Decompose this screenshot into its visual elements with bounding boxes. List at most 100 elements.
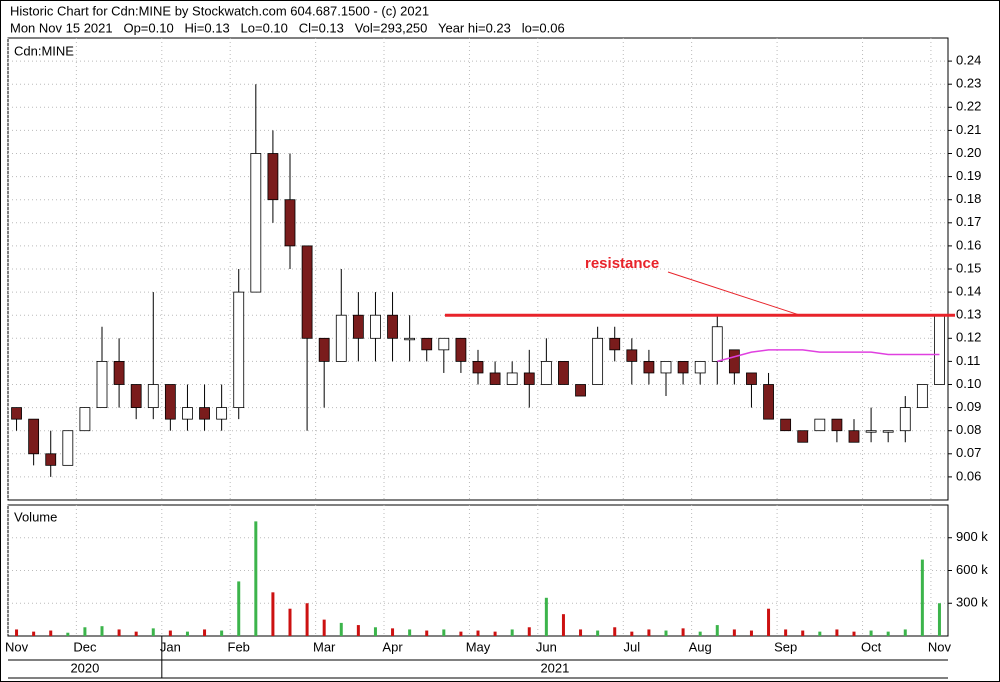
y-tick-label: 0.16 xyxy=(956,237,981,252)
candle-body xyxy=(609,337,621,351)
y-tick-label: 0.11 xyxy=(956,353,980,368)
y-tick-label: 0.08 xyxy=(956,422,981,437)
candle-body xyxy=(11,407,22,420)
volume-bar xyxy=(442,629,446,636)
candle-body xyxy=(746,372,757,385)
candle-body xyxy=(506,372,518,385)
candle-body xyxy=(848,430,860,443)
candle-body xyxy=(199,407,210,420)
volume-bar xyxy=(767,608,771,636)
candle-body xyxy=(130,384,142,409)
x-tick-label: Jul xyxy=(624,639,641,654)
volume-bar xyxy=(664,630,668,636)
volume-bar xyxy=(715,625,719,636)
x-tick-label: Aug xyxy=(689,639,712,654)
volume-bar xyxy=(271,592,275,636)
candle-body xyxy=(113,360,125,385)
volume-bar xyxy=(117,629,121,636)
candle-body xyxy=(62,430,74,466)
y-tick-label: 0.22 xyxy=(956,99,981,114)
candle-body xyxy=(233,291,245,409)
volume-bar xyxy=(254,521,258,636)
candle-body xyxy=(250,153,262,293)
y-tick-label: 0.21 xyxy=(956,122,981,137)
volume-bar xyxy=(527,627,531,636)
volume-bar xyxy=(801,630,805,636)
candle-body xyxy=(472,360,484,374)
candle-body xyxy=(916,384,928,409)
y-tick-label: 900 k xyxy=(956,529,988,544)
candle-body xyxy=(489,372,501,385)
candle-body xyxy=(387,314,398,339)
candle-body xyxy=(318,337,330,362)
candle-body xyxy=(575,384,586,397)
volume-bar xyxy=(920,559,924,636)
y-tick-label: 0.09 xyxy=(956,399,981,414)
volume-bar xyxy=(818,631,822,636)
volume-bar xyxy=(288,608,292,636)
volume-bar xyxy=(476,630,480,636)
candle-body xyxy=(523,372,535,385)
x-tick-label: Jan xyxy=(160,639,181,654)
candle-body xyxy=(182,407,193,420)
candle-body xyxy=(370,314,381,339)
volume-bar xyxy=(579,629,583,636)
candle-body xyxy=(558,360,569,385)
volume-bar xyxy=(100,626,104,636)
year-label: 2021 xyxy=(540,660,569,675)
candle-body xyxy=(301,245,313,339)
volume-bar xyxy=(237,581,241,636)
x-tick-label: May xyxy=(466,639,491,654)
candle-body xyxy=(216,407,228,420)
volume-bar xyxy=(732,629,736,636)
panel-title: Volume xyxy=(14,509,57,524)
candle-body xyxy=(694,360,706,374)
candle-body xyxy=(455,337,467,362)
volume-bar xyxy=(203,629,207,636)
volume-bar xyxy=(220,630,224,636)
x-tick-label: Nov xyxy=(5,639,29,654)
volume-bar xyxy=(613,627,617,636)
y-tick-label: 0.12 xyxy=(956,330,981,345)
annotation-pointer xyxy=(667,271,801,316)
candle-body xyxy=(335,314,347,362)
candle-body xyxy=(421,337,433,351)
x-tick-label: Sep xyxy=(774,639,797,654)
candle-body xyxy=(831,418,843,432)
candle-body xyxy=(711,326,723,362)
x-tick-label: Jun xyxy=(536,639,557,654)
y-tick-label: 0.14 xyxy=(956,284,981,299)
volume-bar xyxy=(322,619,326,636)
candle-body xyxy=(540,360,552,385)
x-tick-label: Apr xyxy=(382,639,403,654)
candle-body xyxy=(677,360,689,374)
y-tick-label: 600 k xyxy=(956,562,988,577)
volume-bar xyxy=(510,629,514,636)
candle-body xyxy=(934,314,945,385)
candle-body xyxy=(899,407,911,432)
candle-body xyxy=(660,360,672,374)
candle-body xyxy=(147,384,159,409)
candle-body xyxy=(797,430,809,443)
candle-body xyxy=(267,153,279,201)
y-tick-label: 0.18 xyxy=(956,191,981,206)
volume-bar xyxy=(305,603,309,636)
volume-bar xyxy=(408,629,412,636)
volume-bar xyxy=(49,630,53,636)
volume-bar xyxy=(32,631,36,636)
candle-body xyxy=(28,418,40,455)
candle-body xyxy=(865,430,877,433)
volume-bar xyxy=(83,627,87,636)
candle-body xyxy=(592,337,604,385)
candle-body xyxy=(438,337,450,351)
volume-bar xyxy=(784,629,788,636)
panel-title: Cdn:MINE xyxy=(14,43,74,58)
header-line: Mon Nov 15 2021 Op=0.10 Hi=0.13 Lo=0.10 … xyxy=(10,20,565,35)
candle-body xyxy=(284,199,296,247)
volume-bar xyxy=(425,630,429,636)
volume-bar xyxy=(459,631,463,636)
y-tick-label: 0.20 xyxy=(956,145,981,160)
volume-bar xyxy=(373,627,377,636)
y-tick-label: 0.15 xyxy=(956,260,981,275)
